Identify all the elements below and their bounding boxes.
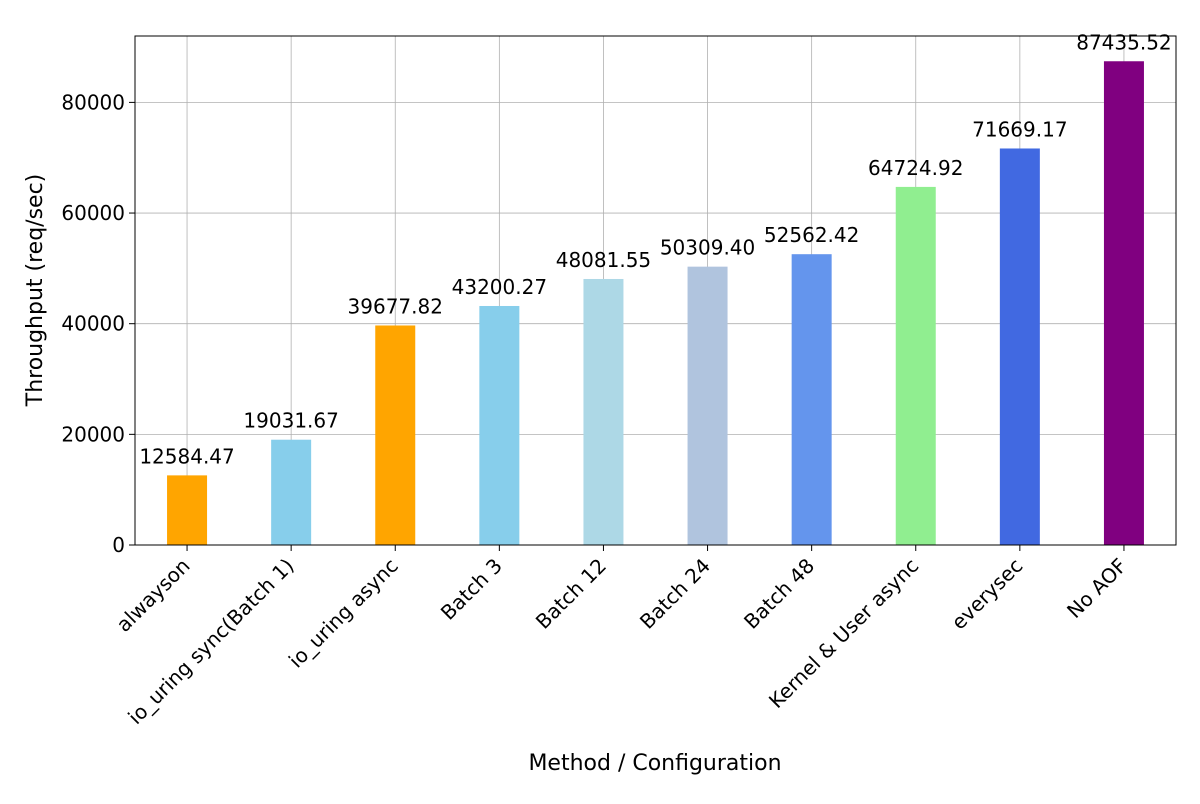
y-tick-label: 20000: [61, 422, 125, 446]
bar: [375, 325, 416, 545]
bar: [687, 266, 728, 545]
bar: [791, 254, 832, 546]
bar: [583, 278, 624, 545]
bar: [479, 305, 520, 545]
x-tick-label: io_uring async: [284, 554, 403, 673]
y-tick-label: 0: [112, 533, 125, 557]
bar: [167, 475, 208, 545]
bar: [895, 186, 936, 545]
bar: [999, 148, 1040, 545]
bar-value-label: 64724.92: [868, 156, 963, 180]
plot-frame: [134, 35, 1177, 546]
bar: [271, 439, 312, 545]
x-tick-label: alwayson: [111, 554, 194, 637]
x-tick-label: Batch 3: [436, 554, 507, 625]
bar-value-label: 48081.55: [556, 248, 651, 272]
bars: [167, 61, 1144, 546]
x-tick-label: Batch 48: [739, 554, 819, 634]
x-axis-label: Method / Configuration: [528, 751, 781, 776]
y-tick-label: 40000: [61, 312, 125, 336]
x-tick-label: everysec: [947, 554, 1028, 635]
bar-value-label: 19031.67: [243, 409, 338, 433]
data-labels: 12584.47 19031.67 39677.82 43200.27 48081.55…: [139, 30, 1171, 468]
bar-value-label: 50309.40: [660, 236, 755, 260]
y-axis-label: Throughput (req/sec): [23, 174, 48, 408]
bar-value-label: 87435.52: [1076, 30, 1171, 54]
x-tick-label: io_uring sync(Batch 1): [123, 554, 298, 729]
bar-value-label: 12584.47: [139, 444, 234, 468]
y-tick-label: 60000: [61, 201, 125, 225]
bar-value-label: 39677.82: [348, 294, 443, 318]
y-tick-label: 80000: [61, 90, 125, 114]
x-tick-label: Batch 24: [635, 554, 715, 634]
bar-value-label: 43200.27: [452, 275, 547, 299]
bar-value-label: 52562.42: [764, 223, 859, 247]
x-tick-label: No AOF: [1062, 554, 1131, 623]
x-tick-label: Batch 12: [531, 554, 611, 634]
bar: [1103, 61, 1144, 546]
bar-value-label: 71669.17: [972, 117, 1067, 141]
